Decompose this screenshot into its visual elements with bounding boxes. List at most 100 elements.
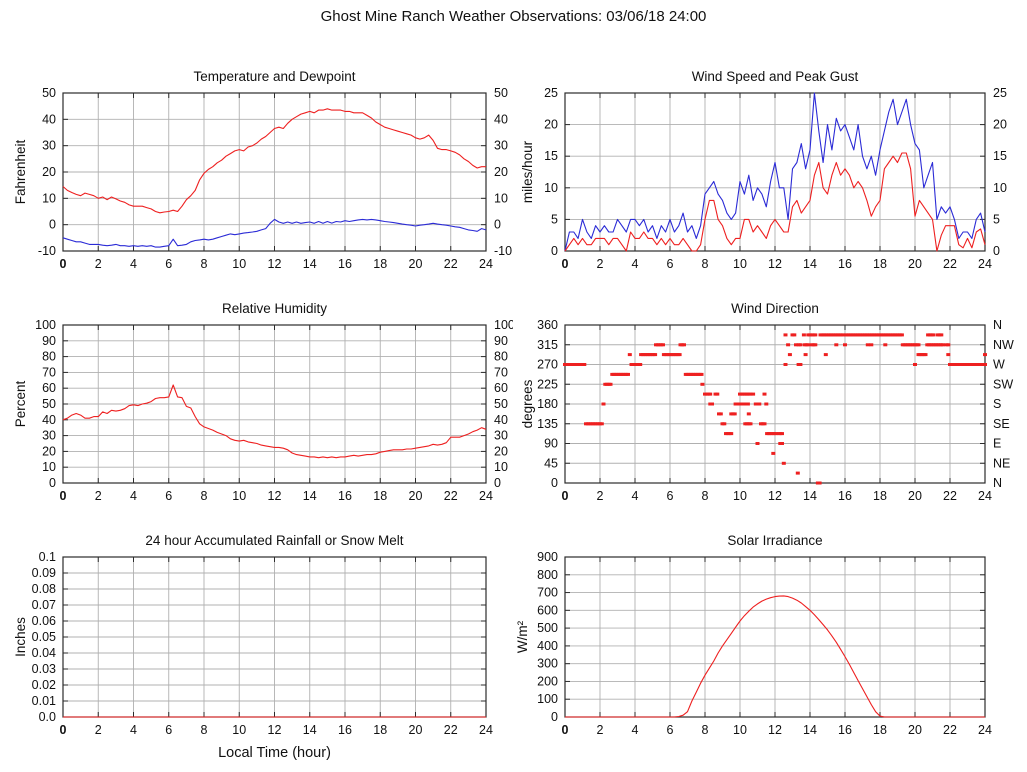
tick-marks bbox=[564, 324, 986, 484]
x-tick-label: 24 bbox=[978, 257, 992, 271]
y-tick-label: 70 bbox=[42, 365, 56, 379]
y-axis-unit-label: Percent bbox=[13, 380, 28, 427]
x-tick-label: 24 bbox=[978, 723, 992, 737]
x-tick-label: 4 bbox=[632, 257, 639, 271]
series-solar-irradiance bbox=[565, 595, 985, 718]
x-tick-label: 20 bbox=[908, 257, 922, 271]
y-tick-label: 25 bbox=[544, 86, 558, 100]
x-tick-label: 12 bbox=[768, 489, 782, 503]
x-tick-label: 0 bbox=[60, 723, 67, 737]
right-tick-label: 80 bbox=[494, 350, 508, 364]
right-tick-label: 20 bbox=[993, 118, 1007, 132]
y-tick-label: 300 bbox=[537, 657, 558, 671]
x-tick-label: 8 bbox=[702, 723, 709, 737]
right-tick-label: 0 bbox=[993, 244, 1000, 258]
x-tick-label: 20 bbox=[908, 489, 922, 503]
chart-title: Wind Speed and Peak Gust bbox=[692, 69, 859, 84]
y-tick-label: 900 bbox=[537, 550, 558, 564]
y-axis-unit-label: Fahrenheit bbox=[13, 139, 28, 204]
right-tick-label: N bbox=[993, 476, 1002, 490]
y-tick-label: 0.03 bbox=[32, 662, 56, 676]
y-tick-label: 0 bbox=[551, 476, 558, 490]
x-tick-label: 16 bbox=[838, 257, 852, 271]
wind-direction-points bbox=[563, 333, 987, 485]
y-tick-label: 10 bbox=[544, 181, 558, 195]
x-tick-label: 2 bbox=[95, 489, 102, 503]
x-tick-label: 20 bbox=[409, 257, 423, 271]
x-tick-label: 24 bbox=[479, 257, 493, 271]
x-axis-label: Local Time (hour) bbox=[218, 745, 331, 761]
accumulated-rainfall-plot: 24 hour Accumulated Rainfall or Snow Mel… bbox=[13, 533, 493, 761]
right-tick-label: 20 bbox=[494, 165, 508, 179]
x-tick-label: 22 bbox=[444, 489, 458, 503]
right-tick-label: 50 bbox=[494, 397, 508, 411]
chart-wind-direction: Wind Direction 0 N 45 NE 90 E 135 SE 180 S 225 SW 270… bbox=[513, 292, 1027, 529]
y-tick-label: 0.1 bbox=[39, 550, 56, 564]
right-tick-label: 5 bbox=[993, 212, 1000, 226]
right-tick-label: NE bbox=[993, 456, 1010, 470]
x-tick-label: 4 bbox=[130, 489, 137, 503]
chart-title: Solar Irradiance bbox=[727, 533, 822, 548]
y-tick-label: 15 bbox=[544, 149, 558, 163]
x-tick-label: 0 bbox=[562, 723, 569, 737]
y-tick-label: 90 bbox=[42, 334, 56, 348]
x-tick-label: 20 bbox=[409, 723, 423, 737]
tick-marks bbox=[564, 92, 986, 252]
right-tick-label: S bbox=[993, 397, 1001, 411]
y-tick-label: 200 bbox=[537, 674, 558, 688]
x-tick-label: 6 bbox=[165, 723, 172, 737]
y-tick-label: 400 bbox=[537, 639, 558, 653]
y-tick-label: 30 bbox=[42, 139, 56, 153]
y-tick-label: 800 bbox=[537, 568, 558, 582]
x-tick-label: 16 bbox=[338, 489, 352, 503]
y-tick-label: 10 bbox=[42, 460, 56, 474]
right-tick-label: 10 bbox=[494, 191, 508, 205]
x-tick-label: 16 bbox=[338, 257, 352, 271]
y-tick-label: 0 bbox=[49, 476, 56, 490]
y-tick-label: 20 bbox=[544, 118, 558, 132]
right-tick-label: 90 bbox=[494, 334, 508, 348]
x-tick-label: 12 bbox=[268, 257, 282, 271]
x-tick-label: 6 bbox=[165, 257, 172, 271]
y-tick-label: 180 bbox=[537, 397, 558, 411]
y-tick-label: 5 bbox=[551, 212, 558, 226]
y-tick-label: 0.04 bbox=[32, 646, 56, 660]
x-tick-label: 18 bbox=[873, 489, 887, 503]
y-tick-label: 10 bbox=[42, 191, 56, 205]
series-relative-humidity bbox=[62, 384, 487, 459]
right-tick-label: SW bbox=[993, 377, 1013, 391]
x-tick-label: 22 bbox=[444, 257, 458, 271]
chart-title: Relative Humidity bbox=[222, 301, 327, 316]
y-tick-label: 80 bbox=[42, 350, 56, 364]
axis-labels: Solar Irradiance010020030040050060070080… bbox=[515, 533, 992, 737]
y-tick-label: 0.02 bbox=[32, 678, 56, 692]
x-tick-label: 24 bbox=[978, 489, 992, 503]
y-tick-label: 600 bbox=[537, 603, 558, 617]
right-tick-label: E bbox=[993, 437, 1001, 451]
y-tick-label: 100 bbox=[537, 692, 558, 706]
x-tick-label: 8 bbox=[702, 489, 709, 503]
chart-relative-humidity: Relative Humidity 0 0 10 10 20 20 30 30 40 40 50 50 6… bbox=[0, 292, 515, 529]
y-axis-unit-label: Inches bbox=[13, 617, 28, 657]
y-tick-label: 500 bbox=[537, 621, 558, 635]
x-tick-label: 18 bbox=[373, 257, 387, 271]
x-tick-label: 6 bbox=[667, 723, 674, 737]
right-tick-label: 70 bbox=[494, 365, 508, 379]
x-tick-label: 10 bbox=[232, 723, 246, 737]
y-tick-label: 20 bbox=[42, 165, 56, 179]
y-tick-label: 0.08 bbox=[32, 582, 56, 596]
y-tick-label: 50 bbox=[42, 397, 56, 411]
y-tick-label: 20 bbox=[42, 444, 56, 458]
right-tick-label: 0 bbox=[494, 218, 501, 232]
x-tick-label: 24 bbox=[479, 723, 493, 737]
right-tick-label: 50 bbox=[494, 86, 508, 100]
x-tick-label: 8 bbox=[702, 257, 709, 271]
x-tick-label: 6 bbox=[667, 489, 674, 503]
right-tick-label: -10 bbox=[494, 244, 512, 258]
y-tick-label: 225 bbox=[537, 377, 558, 391]
x-tick-label: 24 bbox=[479, 489, 493, 503]
right-tick-label: 15 bbox=[993, 149, 1007, 163]
